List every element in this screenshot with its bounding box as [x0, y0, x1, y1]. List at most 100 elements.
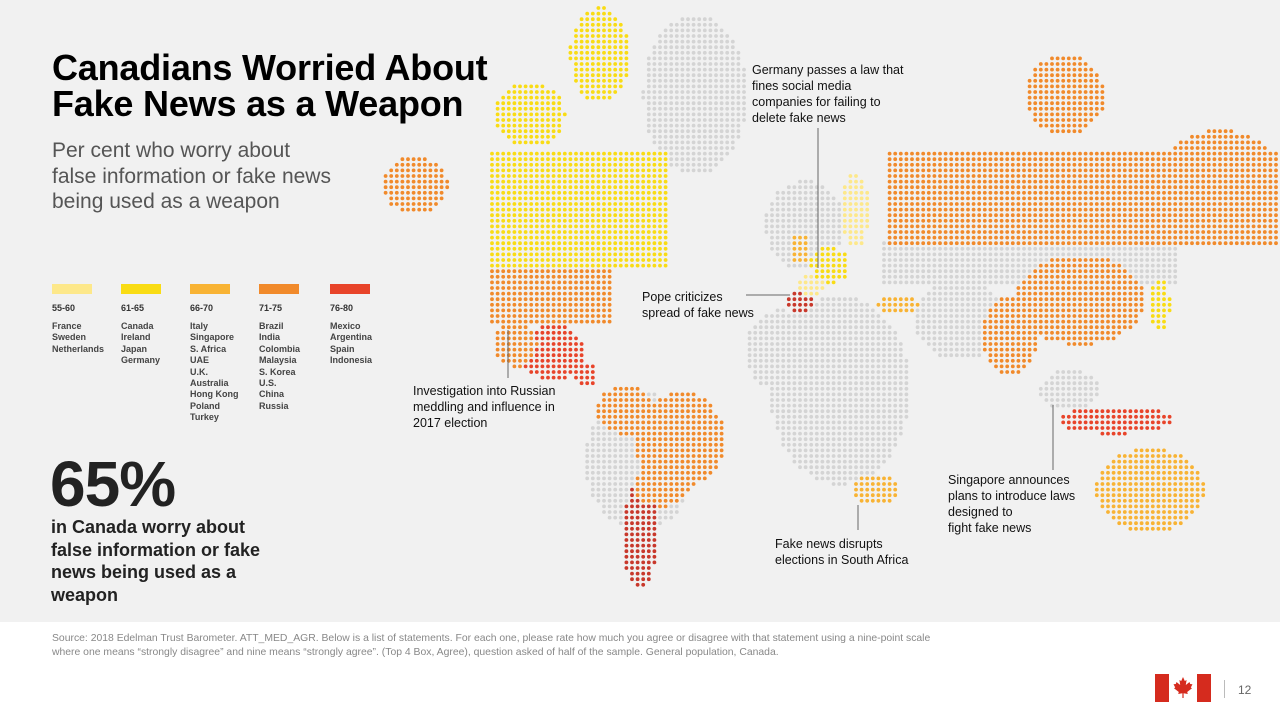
map-dot — [943, 336, 948, 341]
map-dot — [1111, 230, 1116, 234]
map-dot — [898, 202, 903, 206]
map-dot — [921, 325, 926, 330]
map-dot — [904, 196, 909, 201]
map-dot — [798, 375, 802, 380]
map-dot — [534, 140, 539, 145]
map-dot — [775, 308, 780, 313]
map-dot — [820, 224, 825, 229]
map-dot — [725, 34, 730, 38]
map-dot — [1240, 179, 1245, 184]
map-dot — [585, 157, 590, 162]
map-dot — [809, 325, 814, 330]
map-dot — [876, 336, 881, 341]
map-dot — [1083, 179, 1088, 184]
map-dot — [837, 224, 842, 229]
map-dot — [966, 246, 970, 251]
map-dot — [596, 241, 601, 246]
map-dot — [658, 118, 662, 122]
map-dot — [870, 330, 875, 335]
map-dot — [859, 241, 864, 246]
map-dot — [1240, 174, 1245, 178]
map-dot — [1033, 101, 1038, 106]
map-dot — [579, 291, 584, 296]
map-dot — [1262, 179, 1267, 184]
map-dot — [1246, 174, 1250, 178]
map-dot — [613, 157, 618, 162]
map-dot — [1055, 196, 1060, 201]
map-dot — [1173, 207, 1178, 212]
map-dot — [1033, 95, 1038, 100]
map-dot — [1122, 269, 1127, 274]
map-dot — [960, 314, 965, 318]
map-dot — [1022, 280, 1026, 285]
map-dot — [814, 325, 819, 330]
map-dot — [1156, 274, 1161, 279]
map-dot — [1083, 386, 1088, 391]
map-dot — [954, 269, 959, 274]
map-dot — [663, 73, 668, 78]
map-dot — [814, 302, 819, 307]
map-dot — [417, 202, 422, 206]
map-dot — [1145, 157, 1150, 162]
map-dot — [910, 179, 914, 184]
map-dot — [1167, 269, 1172, 274]
map-dot — [910, 297, 914, 302]
map-dot — [1190, 134, 1194, 139]
map-dot — [1128, 235, 1133, 240]
map-dot — [876, 325, 881, 330]
map-dot — [1078, 218, 1082, 223]
map-dot — [557, 157, 562, 162]
map-dot — [1066, 403, 1071, 408]
map-dot — [837, 241, 842, 246]
map-dot — [506, 196, 511, 201]
map-dot — [512, 134, 517, 139]
map-dot — [1134, 213, 1138, 218]
map-dot — [540, 168, 545, 173]
map-dot — [1117, 162, 1122, 167]
map-dot — [663, 50, 668, 55]
map-dot — [607, 409, 612, 414]
map-dot — [574, 28, 578, 33]
map-dot — [652, 56, 657, 61]
map-dot — [1044, 274, 1049, 279]
map-dot — [831, 353, 836, 358]
map-dot — [898, 179, 903, 184]
map-dot — [971, 196, 976, 201]
map-dot — [602, 235, 606, 240]
map-dot — [882, 403, 886, 408]
map-dot — [837, 218, 842, 223]
map-dot — [534, 297, 539, 302]
map-dot — [686, 140, 690, 145]
map-dot — [652, 95, 657, 100]
map-dot — [590, 56, 595, 61]
map-dot — [518, 101, 522, 106]
map-dot — [820, 235, 825, 240]
map-dot — [781, 381, 786, 386]
map-dot — [786, 386, 791, 391]
map-dot — [562, 196, 567, 201]
map-dot — [602, 73, 606, 78]
map-dot — [1044, 112, 1049, 117]
map-dot — [798, 403, 802, 408]
map-dot — [792, 218, 797, 223]
map-dot — [1234, 151, 1239, 156]
map-dot — [658, 101, 662, 106]
map-dot — [702, 162, 707, 167]
map-dot — [1106, 291, 1110, 296]
map-dot — [758, 325, 763, 330]
map-dot — [837, 314, 842, 318]
map-dot — [1038, 314, 1043, 318]
map-dot — [943, 353, 948, 358]
map-dot — [1050, 252, 1054, 257]
map-dot — [506, 218, 511, 223]
map-dot — [848, 207, 853, 212]
map-dot — [579, 34, 584, 38]
map-dot — [809, 246, 814, 251]
map-dot — [820, 213, 825, 218]
map-dot — [641, 213, 646, 218]
map-dot — [887, 353, 892, 358]
map-dot — [1262, 235, 1267, 240]
map-dot — [635, 246, 640, 251]
map-dot — [898, 207, 903, 212]
map-dot — [658, 123, 662, 128]
